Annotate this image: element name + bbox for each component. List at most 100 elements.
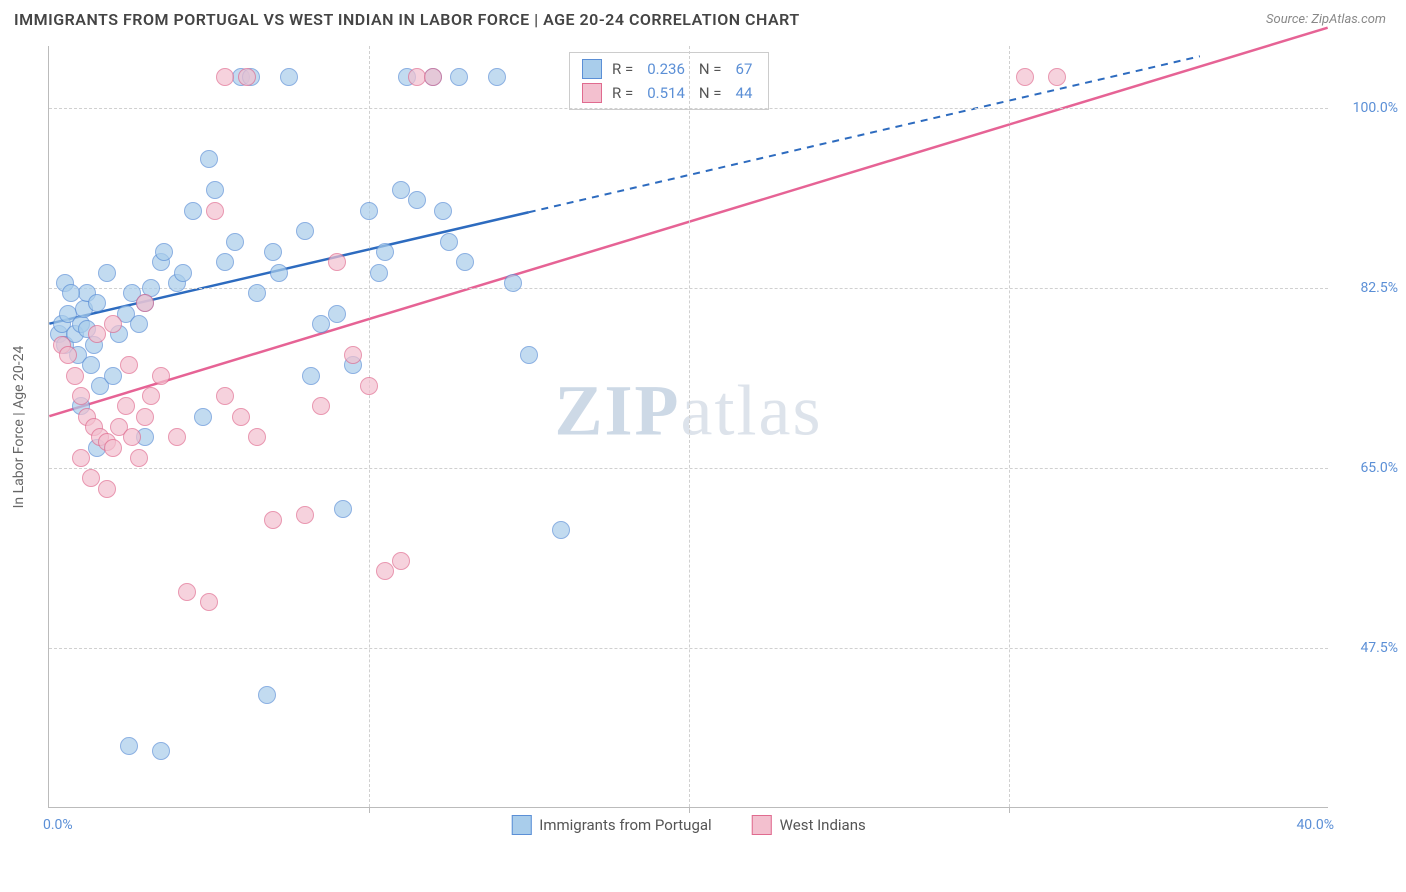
series-legend-item-westindian: West Indians	[752, 815, 866, 835]
scatter-point-portugal	[206, 181, 224, 199]
scatter-point-westindian	[216, 387, 234, 405]
scatter-point-portugal	[440, 233, 458, 251]
scatter-point-westindian	[59, 346, 77, 364]
scatter-point-westindian	[168, 428, 186, 446]
scatter-point-westindian	[248, 428, 266, 446]
scatter-point-westindian	[72, 387, 90, 405]
chart-title: IMMIGRANTS FROM PORTUGAL VS WEST INDIAN …	[14, 10, 800, 29]
scatter-point-portugal	[520, 346, 538, 364]
x-tick-mark	[369, 807, 370, 813]
scatter-point-portugal	[434, 202, 452, 220]
scatter-point-westindian	[152, 367, 170, 385]
scatter-point-westindian	[72, 449, 90, 467]
scatter-point-portugal	[328, 305, 346, 323]
scatter-point-portugal	[216, 253, 234, 271]
scatter-point-portugal	[488, 68, 506, 86]
legend-n-label-1: N =	[699, 84, 722, 102]
scatter-point-portugal	[312, 315, 330, 333]
scatter-point-westindian	[376, 562, 394, 580]
chart-header: IMMIGRANTS FROM PORTUGAL VS WEST INDIAN …	[0, 0, 1406, 35]
scatter-point-portugal	[226, 233, 244, 251]
correlation-legend: R = 0.236 N = 67 R = 0.514 N = 44	[569, 52, 769, 110]
scatter-point-westindian	[104, 315, 122, 333]
scatter-point-westindian	[312, 397, 330, 415]
scatter-point-westindian	[296, 506, 314, 524]
scatter-point-portugal	[104, 367, 122, 385]
scatter-point-westindian	[216, 68, 234, 86]
scatter-point-portugal	[130, 315, 148, 333]
scatter-point-westindian	[206, 202, 224, 220]
series-legend: Immigrants from Portugal West Indians	[511, 815, 865, 835]
scatter-point-portugal	[302, 367, 320, 385]
scatter-point-westindian	[117, 397, 135, 415]
scatter-point-westindian	[66, 367, 84, 385]
legend-row-portugal: R = 0.236 N = 67	[582, 59, 756, 79]
y-tick-label: 47.5%	[1338, 640, 1398, 656]
scatter-point-portugal	[456, 253, 474, 271]
scatter-point-westindian	[232, 408, 250, 426]
scatter-point-westindian	[328, 253, 346, 271]
scatter-point-westindian	[200, 593, 218, 611]
scatter-point-portugal	[258, 686, 276, 704]
scatter-point-westindian	[392, 552, 410, 570]
scatter-point-westindian	[136, 294, 154, 312]
scatter-point-westindian	[360, 377, 378, 395]
scatter-point-westindian	[120, 356, 138, 374]
scatter-point-westindian	[1048, 68, 1066, 86]
scatter-point-westindian	[136, 408, 154, 426]
legend-n-value-0: 67	[736, 60, 753, 78]
scatter-point-portugal	[120, 737, 138, 755]
scatter-point-portugal	[370, 264, 388, 282]
x-tick-mark	[1009, 807, 1010, 813]
scatter-point-portugal	[280, 68, 298, 86]
legend-r-label-0: R =	[612, 60, 633, 78]
scatter-point-portugal	[270, 264, 288, 282]
scatter-point-portugal	[194, 408, 212, 426]
scatter-point-westindian	[142, 387, 160, 405]
gridline-vertical	[369, 46, 370, 807]
legend-swatch-westindian	[582, 83, 602, 103]
scatter-point-westindian	[238, 68, 256, 86]
scatter-point-portugal	[264, 243, 282, 261]
scatter-point-westindian	[123, 428, 141, 446]
x-tick-mark	[689, 807, 690, 813]
scatter-point-portugal	[174, 264, 192, 282]
scatter-point-westindian	[98, 480, 116, 498]
legend-n-value-1: 44	[736, 84, 753, 102]
scatter-point-westindian	[1016, 68, 1034, 86]
scatter-point-portugal	[408, 191, 426, 209]
legend-row-westindian: R = 0.514 N = 44	[582, 83, 756, 103]
series-legend-item-portugal: Immigrants from Portugal	[511, 815, 711, 835]
scatter-point-portugal	[552, 521, 570, 539]
scatter-point-portugal	[248, 284, 266, 302]
scatter-point-portugal	[450, 68, 468, 86]
legend-n-label-0: N =	[699, 60, 722, 78]
series-swatch-westindian	[752, 815, 772, 835]
series-label-portugal: Immigrants from Portugal	[539, 816, 711, 834]
series-label-westindian: West Indians	[780, 816, 866, 834]
scatter-point-portugal	[376, 243, 394, 261]
y-tick-label: 65.0%	[1338, 460, 1398, 476]
watermark-part2: atlas	[681, 371, 823, 451]
y-axis-title: In Labor Force | Age 20-24	[11, 345, 27, 508]
scatter-point-portugal	[334, 500, 352, 518]
x-tick-label: 0.0%	[43, 817, 73, 833]
scatter-point-westindian	[88, 325, 106, 343]
y-tick-label: 82.5%	[1338, 280, 1398, 296]
scatter-point-portugal	[98, 264, 116, 282]
scatter-point-portugal	[504, 274, 522, 292]
scatter-point-portugal	[62, 284, 80, 302]
scatter-point-portugal	[88, 294, 106, 312]
scatter-point-portugal	[155, 243, 173, 261]
scatter-point-portugal	[82, 356, 100, 374]
gridline-vertical	[689, 46, 690, 807]
legend-r-value-0: 0.236	[647, 60, 685, 78]
scatter-point-portugal	[392, 181, 410, 199]
legend-r-label-1: R =	[612, 84, 633, 102]
y-tick-label: 100.0%	[1338, 100, 1398, 116]
legend-r-value-1: 0.514	[647, 84, 685, 102]
scatter-point-westindian	[424, 68, 442, 86]
scatter-point-portugal	[360, 202, 378, 220]
legend-swatch-portugal	[582, 59, 602, 79]
chart-plot-area: In Labor Force | Age 20-24 ZIPatlas R = …	[48, 46, 1328, 808]
